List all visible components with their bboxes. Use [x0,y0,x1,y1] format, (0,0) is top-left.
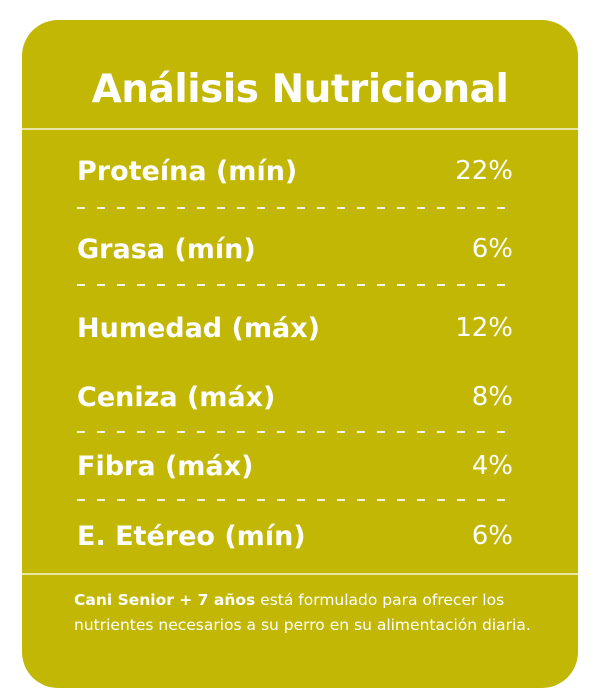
nutrient-value: 8% [471,382,513,412]
card-title: Análisis Nutricional [91,67,509,112]
nutrient-value: 4% [471,451,513,481]
row-divider [77,431,515,433]
nutrient-row-fiber: Fibra (máx) 4% [77,446,513,486]
title-divider [22,128,578,130]
nutrient-label: Humedad (máx) [77,312,320,344]
row-divider [77,207,515,209]
nutrient-value: 12% [455,313,513,343]
nutrient-value: 6% [471,234,513,264]
footnote: Cani Senior + 7 años está formulado para… [74,588,534,638]
footnote-divider [22,573,578,575]
nutrient-label: Ceniza (máx) [77,381,276,413]
nutrient-row-ash: Ceniza (máx) 8% [77,377,513,417]
nutrient-label: Proteína (mín) [77,155,298,187]
footnote-text: está formulado para ofrecer los nutrient… [74,591,531,634]
footnote-product-name: Cani Senior + 7 años [74,591,256,609]
nutrient-row-ether-extract: E. Etéreo (mín) 6% [77,516,513,556]
nutrient-row-protein: Proteína (mín) 22% [77,151,513,191]
nutrient-row-fat: Grasa (mín) 6% [77,229,513,269]
nutrient-label: Grasa (mín) [77,233,256,265]
nutrition-card: Análisis Nutricional Proteína (mín) 22% … [22,20,578,688]
nutrient-row-moisture: Humedad (máx) 12% [77,308,513,348]
nutrient-label: E. Etéreo (mín) [77,520,306,552]
nutrient-value: 6% [471,521,513,551]
row-divider [77,499,515,501]
nutrient-value: 22% [455,156,513,186]
nutrient-label: Fibra (máx) [77,450,254,482]
row-divider [77,284,515,286]
